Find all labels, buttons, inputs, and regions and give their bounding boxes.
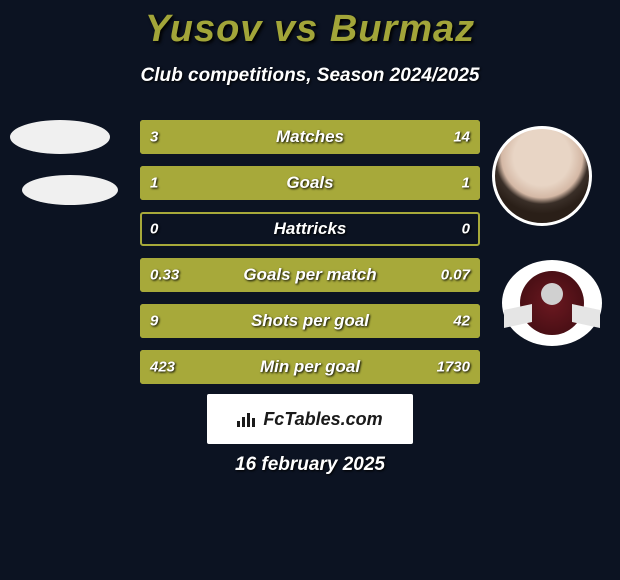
stat-value-right: 0.07 [441, 267, 470, 284]
stat-label: Goals per match [243, 265, 376, 285]
stat-value-right: 1730 [437, 359, 470, 376]
stat-value-right: 1 [462, 175, 470, 192]
player-right-avatar [492, 126, 592, 226]
stat-row: Shots per goal 9 42 [140, 304, 480, 338]
stat-value-right: 14 [453, 129, 470, 146]
stat-value-right: 42 [453, 313, 470, 330]
stat-label: Matches [276, 127, 344, 147]
stat-label: Min per goal [260, 357, 360, 377]
stat-value-left: 1 [150, 175, 158, 192]
stat-value-left: 0.33 [150, 267, 179, 284]
club-right-crest [502, 260, 602, 346]
stat-label: Goals [286, 173, 333, 193]
page-subtitle: Club competitions, Season 2024/2025 [0, 65, 620, 87]
bar-right [310, 166, 480, 200]
brand-badge: FcTables.com [207, 394, 413, 444]
comparison-chart: Matches 3 14 Goals 1 1 Hattricks 0 0 Goals per ma… [140, 120, 480, 396]
footer-date: 16 february 2025 [235, 454, 385, 476]
stat-value-left: 9 [150, 313, 158, 330]
stat-value-left: 423 [150, 359, 175, 376]
stat-value-left: 3 [150, 129, 158, 146]
brand-text: FcTables.com [263, 409, 382, 430]
bar-left [140, 304, 200, 338]
bar-left [140, 120, 200, 154]
stat-row: Matches 3 14 [140, 120, 480, 154]
chart-icon [237, 411, 257, 427]
stat-label: Shots per goal [251, 311, 369, 331]
club-left-crest [22, 175, 118, 205]
bar-left [140, 166, 310, 200]
player-left-avatar [10, 120, 110, 154]
stat-value-right: 0 [462, 221, 470, 238]
stat-label: Hattricks [274, 219, 347, 239]
stat-row: Hattricks 0 0 [140, 212, 480, 246]
stat-row: Goals 1 1 [140, 166, 480, 200]
stat-row: Goals per match 0.33 0.07 [140, 258, 480, 292]
stat-value-left: 0 [150, 221, 158, 238]
page-title: Yusov vs Burmaz [0, 0, 620, 51]
stat-row: Min per goal 423 1730 [140, 350, 480, 384]
